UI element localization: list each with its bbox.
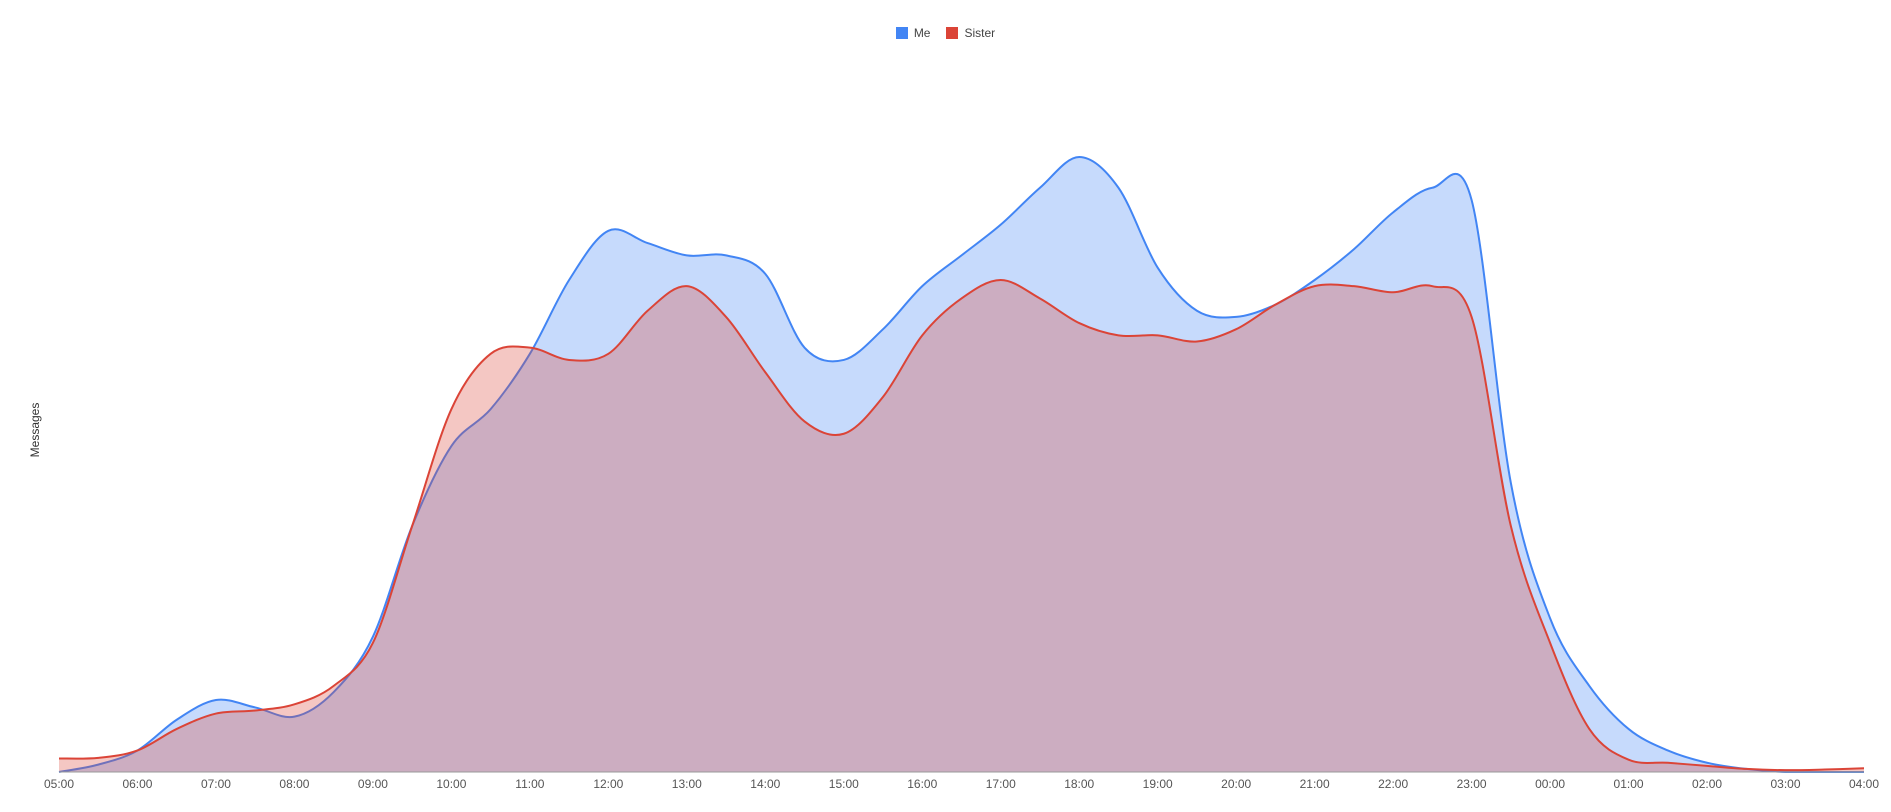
legend-label-me: Me	[913, 26, 931, 40]
x-tick-label: 01:00	[1614, 777, 1644, 791]
series-areas	[58, 155, 1865, 773]
x-tick-label: 15:00	[829, 777, 859, 791]
x-tick-label: 16:00	[907, 777, 937, 791]
legend-item-me[interactable]: Me	[895, 26, 931, 40]
x-tick-label: 17:00	[986, 777, 1016, 791]
x-tick-label: 08:00	[279, 777, 309, 791]
legend-label-sister: Sister	[964, 26, 996, 40]
x-tick-label: 18:00	[1064, 777, 1094, 791]
x-tick-label: 12:00	[593, 777, 623, 791]
x-tick-label: 06:00	[122, 777, 152, 791]
x-axis: 05:00 06:00 07:00 08:00 09:00 10:00 11:00 12:00…	[44, 771, 1879, 791]
x-tick-label: 00:00	[1535, 777, 1565, 791]
legend: Me Sister	[0, 26, 1891, 40]
series-line-sister[interactable]	[58, 278, 1865, 772]
x-tick-label: 09:00	[358, 777, 388, 791]
x-tick-label: 19:00	[1143, 777, 1173, 791]
x-tick-label: 13:00	[672, 777, 702, 791]
x-tick-label: 04:00	[1849, 777, 1879, 791]
x-tick-label: 22:00	[1378, 777, 1408, 791]
x-tick-label: 03:00	[1771, 777, 1801, 791]
legend-swatch-sister	[946, 27, 959, 39]
series-area-me[interactable]	[59, 157, 1864, 772]
legend-item-sister[interactable]: Sister	[946, 26, 995, 40]
x-tick-label: 05:00	[44, 777, 74, 791]
x-tick-label: 10:00	[436, 777, 466, 791]
x-tick-label: 23:00	[1457, 777, 1487, 791]
x-tick-label: 20:00	[1221, 777, 1251, 791]
x-tick-label: 11:00	[515, 777, 544, 791]
x-tick-label: 21:00	[1300, 777, 1330, 791]
series-area-sister[interactable]	[59, 280, 1864, 772]
series-line-me[interactable]	[58, 155, 1864, 773]
x-tick-label: 02:00	[1692, 777, 1722, 791]
x-tick-label: 14:00	[750, 777, 780, 791]
legend-swatch-me	[895, 27, 908, 39]
x-tick-label: 07:00	[201, 777, 231, 791]
